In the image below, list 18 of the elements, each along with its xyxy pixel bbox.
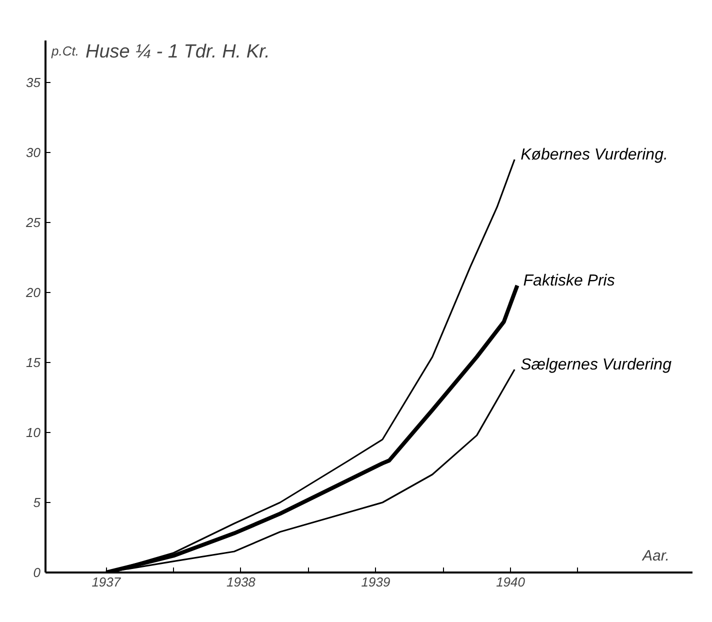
series-label: Købernes Vurdering.	[520, 146, 668, 164]
y-tick-label: 5	[33, 495, 42, 510]
series-label: Sælgernes Vurdering	[520, 356, 672, 374]
x-tick-label: 1938	[226, 574, 256, 590]
chart-title: Huse ¼ - 1 Tdr. H. Kr.	[86, 42, 270, 62]
y-tick-label: 10	[26, 425, 42, 440]
y-axis-title: p.Ct.	[50, 44, 79, 58]
y-tick-label: 15	[26, 355, 42, 370]
y-tick-label: 25	[25, 215, 42, 230]
y-tick-label: 0	[33, 565, 42, 580]
x-tick-label: 1937	[92, 574, 122, 590]
y-tick-label: 35	[26, 75, 42, 90]
y-tick-label: 30	[26, 145, 42, 160]
series-label: Faktiske Pris	[523, 272, 615, 290]
x-tick-label: 1939	[361, 574, 390, 590]
x-axis-title: Aar.	[642, 548, 670, 564]
x-tick-label: 1940	[496, 574, 526, 590]
y-tick-label: 20	[25, 285, 42, 300]
